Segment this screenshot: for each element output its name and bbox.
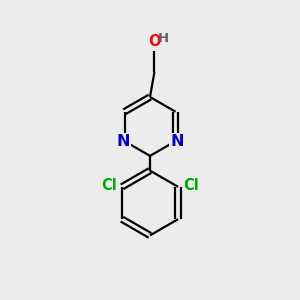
Text: Cl: Cl xyxy=(183,178,199,193)
Text: H: H xyxy=(158,32,169,45)
Text: Cl: Cl xyxy=(101,178,117,193)
Text: O: O xyxy=(148,34,161,49)
Text: N: N xyxy=(116,134,130,149)
Text: N: N xyxy=(170,134,184,149)
